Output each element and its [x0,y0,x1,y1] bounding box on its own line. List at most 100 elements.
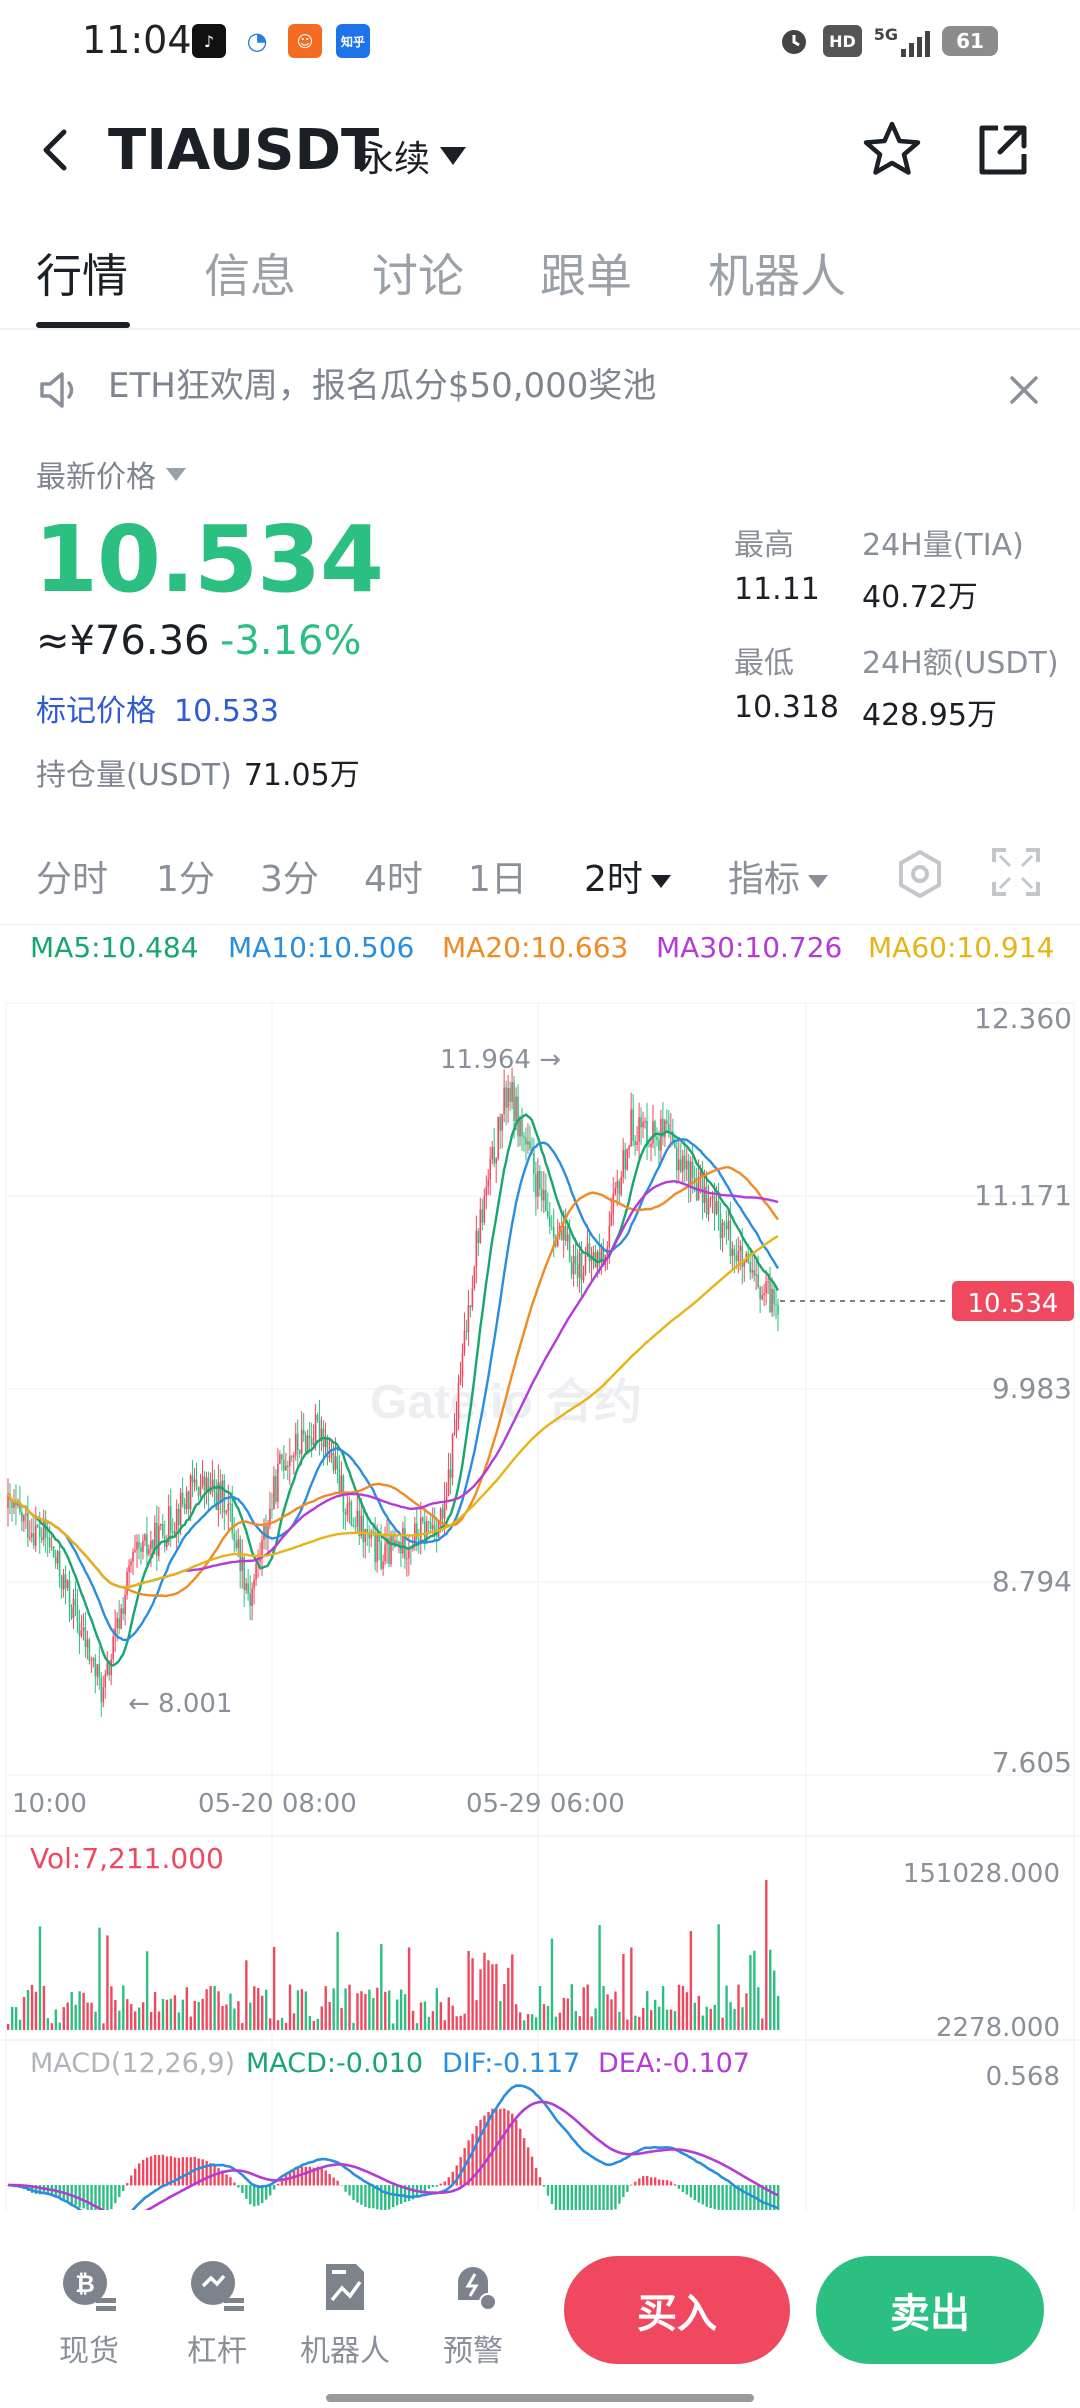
candle-body [390,1535,392,1565]
macd-histogram-bar [336,2180,339,2186]
candle-body [243,1557,245,1591]
candle-body [275,1476,277,1502]
candle-body [628,1146,630,1150]
macd-histogram-bar [479,2119,482,2186]
volume-bar [761,2018,764,2030]
tab-market[interactable]: 行情 [36,249,128,303]
tab-copy-trading[interactable]: 跟单 [540,249,632,303]
last-price-selector[interactable]: 最新价格 [36,452,186,496]
macd-histogram-bar [693,2185,697,2201]
ma5-value: MA5:10.484 [30,931,199,964]
candle-body [191,1475,194,1483]
macd-histogram-bar [209,2163,212,2186]
candle-body [19,1501,21,1513]
candle-body [475,1230,478,1268]
back-arrow-icon[interactable] [30,122,86,178]
volume-bar [122,1985,125,2030]
macd-histogram-bar [515,2120,518,2186]
star-icon[interactable] [858,116,926,184]
home-indicator[interactable] [326,2394,754,2402]
interval-1d[interactable]: 1日 [468,859,527,900]
candle-body [179,1492,182,1526]
price-tick: 12.360 [974,1002,1072,1035]
volume-bar [42,1985,46,2030]
candle-body [215,1492,218,1510]
macd-histogram-bar [598,2185,601,2210]
tab-bots[interactable]: 机器人 [708,249,846,303]
tab-discussion[interactable]: 讨论 [372,249,464,303]
macd-histogram-bar [118,2185,121,2198]
volume-bar [769,1949,772,2030]
interval-4h[interactable]: 4时 [364,859,423,900]
macd-histogram-bar [149,2156,153,2186]
buy-button[interactable]: 买入 [564,2256,790,2364]
macd-histogram-bar [661,2179,665,2186]
kline-chart[interactable]: Gate.io 合约 12.360 11.171 9.983 8.794 7.6… [0,980,1080,2210]
volume-bar [395,1999,399,2030]
candle-body [523,1136,525,1138]
candle-body [112,1636,114,1660]
volume-bar [296,1990,300,2030]
nav-spot[interactable]: ₿ 现货 [34,2256,144,2370]
volume-bar [336,1931,339,2030]
nav-bots[interactable]: 机器人 [290,2256,400,2370]
volume-bar [98,1927,101,2030]
macd-histogram-bar [761,2185,764,2210]
candle-body [751,1270,754,1273]
sell-button[interactable]: 卖出 [816,2256,1044,2364]
candle-body [287,1465,289,1467]
candle-body [725,1225,728,1230]
macd-histogram-bar [455,2165,458,2186]
candle-body [96,1664,99,1677]
macd-histogram-bar [586,2185,589,2210]
candle-body [161,1523,164,1537]
interval-2h-dropdown[interactable]: 2时 [584,850,671,902]
macd-histogram-bar [519,2128,522,2186]
candle-body [654,1121,656,1137]
contract-type-dropdown[interactable]: 永续 [358,130,467,182]
candle-body [622,1149,625,1178]
nav-alerts[interactable]: 预警 [418,2256,528,2370]
settings-icon[interactable] [892,846,948,902]
candle-body [406,1558,408,1560]
high-marker: 11.964 → [440,1045,561,1075]
pair-title[interactable]: TIAUSDT [108,118,380,183]
volume-bar [54,2009,58,2030]
volume-bar [399,1989,403,2030]
candle-body [439,1508,442,1522]
volume-bar [507,1967,510,2030]
fullscreen-icon[interactable] [990,846,1042,898]
candle-body [320,1428,323,1441]
macd-histogram-bar [689,2185,693,2198]
candle-body [285,1465,287,1471]
indicator-dropdown[interactable]: 指标 [728,850,829,902]
announcement-banner[interactable]: ETH狂欢周，报名瓜分$50,000奖池 [0,352,1080,424]
close-icon[interactable] [1006,372,1042,408]
macd-histogram-bar [34,2185,38,2195]
interval-3m[interactable]: 3分 [260,859,319,900]
macd-histogram-bar [594,2185,597,2210]
candle-body [759,1287,761,1300]
volume-bar [360,1991,363,2030]
nav-margin[interactable]: 杠杆 [162,2256,272,2370]
volume-bar [193,2000,196,2030]
caret-down-icon [650,874,671,888]
candle-body [568,1234,571,1263]
macd-histogram-bar [685,2185,689,2195]
candle-body [294,1433,297,1456]
ma20-line [7,1165,779,1598]
candle-body [88,1639,91,1661]
volume-bar [300,1989,304,2030]
interval-timeshare[interactable]: 分时 [36,859,109,900]
macd-histogram-bar [181,2157,185,2186]
macd-histogram-bar [554,2185,558,2210]
volume-bar [443,2020,446,2030]
interval-1m[interactable]: 1分 [156,859,215,900]
tab-info[interactable]: 信息 [204,249,296,303]
candle-body [501,1113,503,1131]
share-icon[interactable] [968,116,1036,184]
candle-body [408,1548,410,1559]
candle-body [741,1245,744,1267]
mark-price-row[interactable]: 标记价格 10.533 [36,686,279,730]
candle-body [64,1574,67,1589]
